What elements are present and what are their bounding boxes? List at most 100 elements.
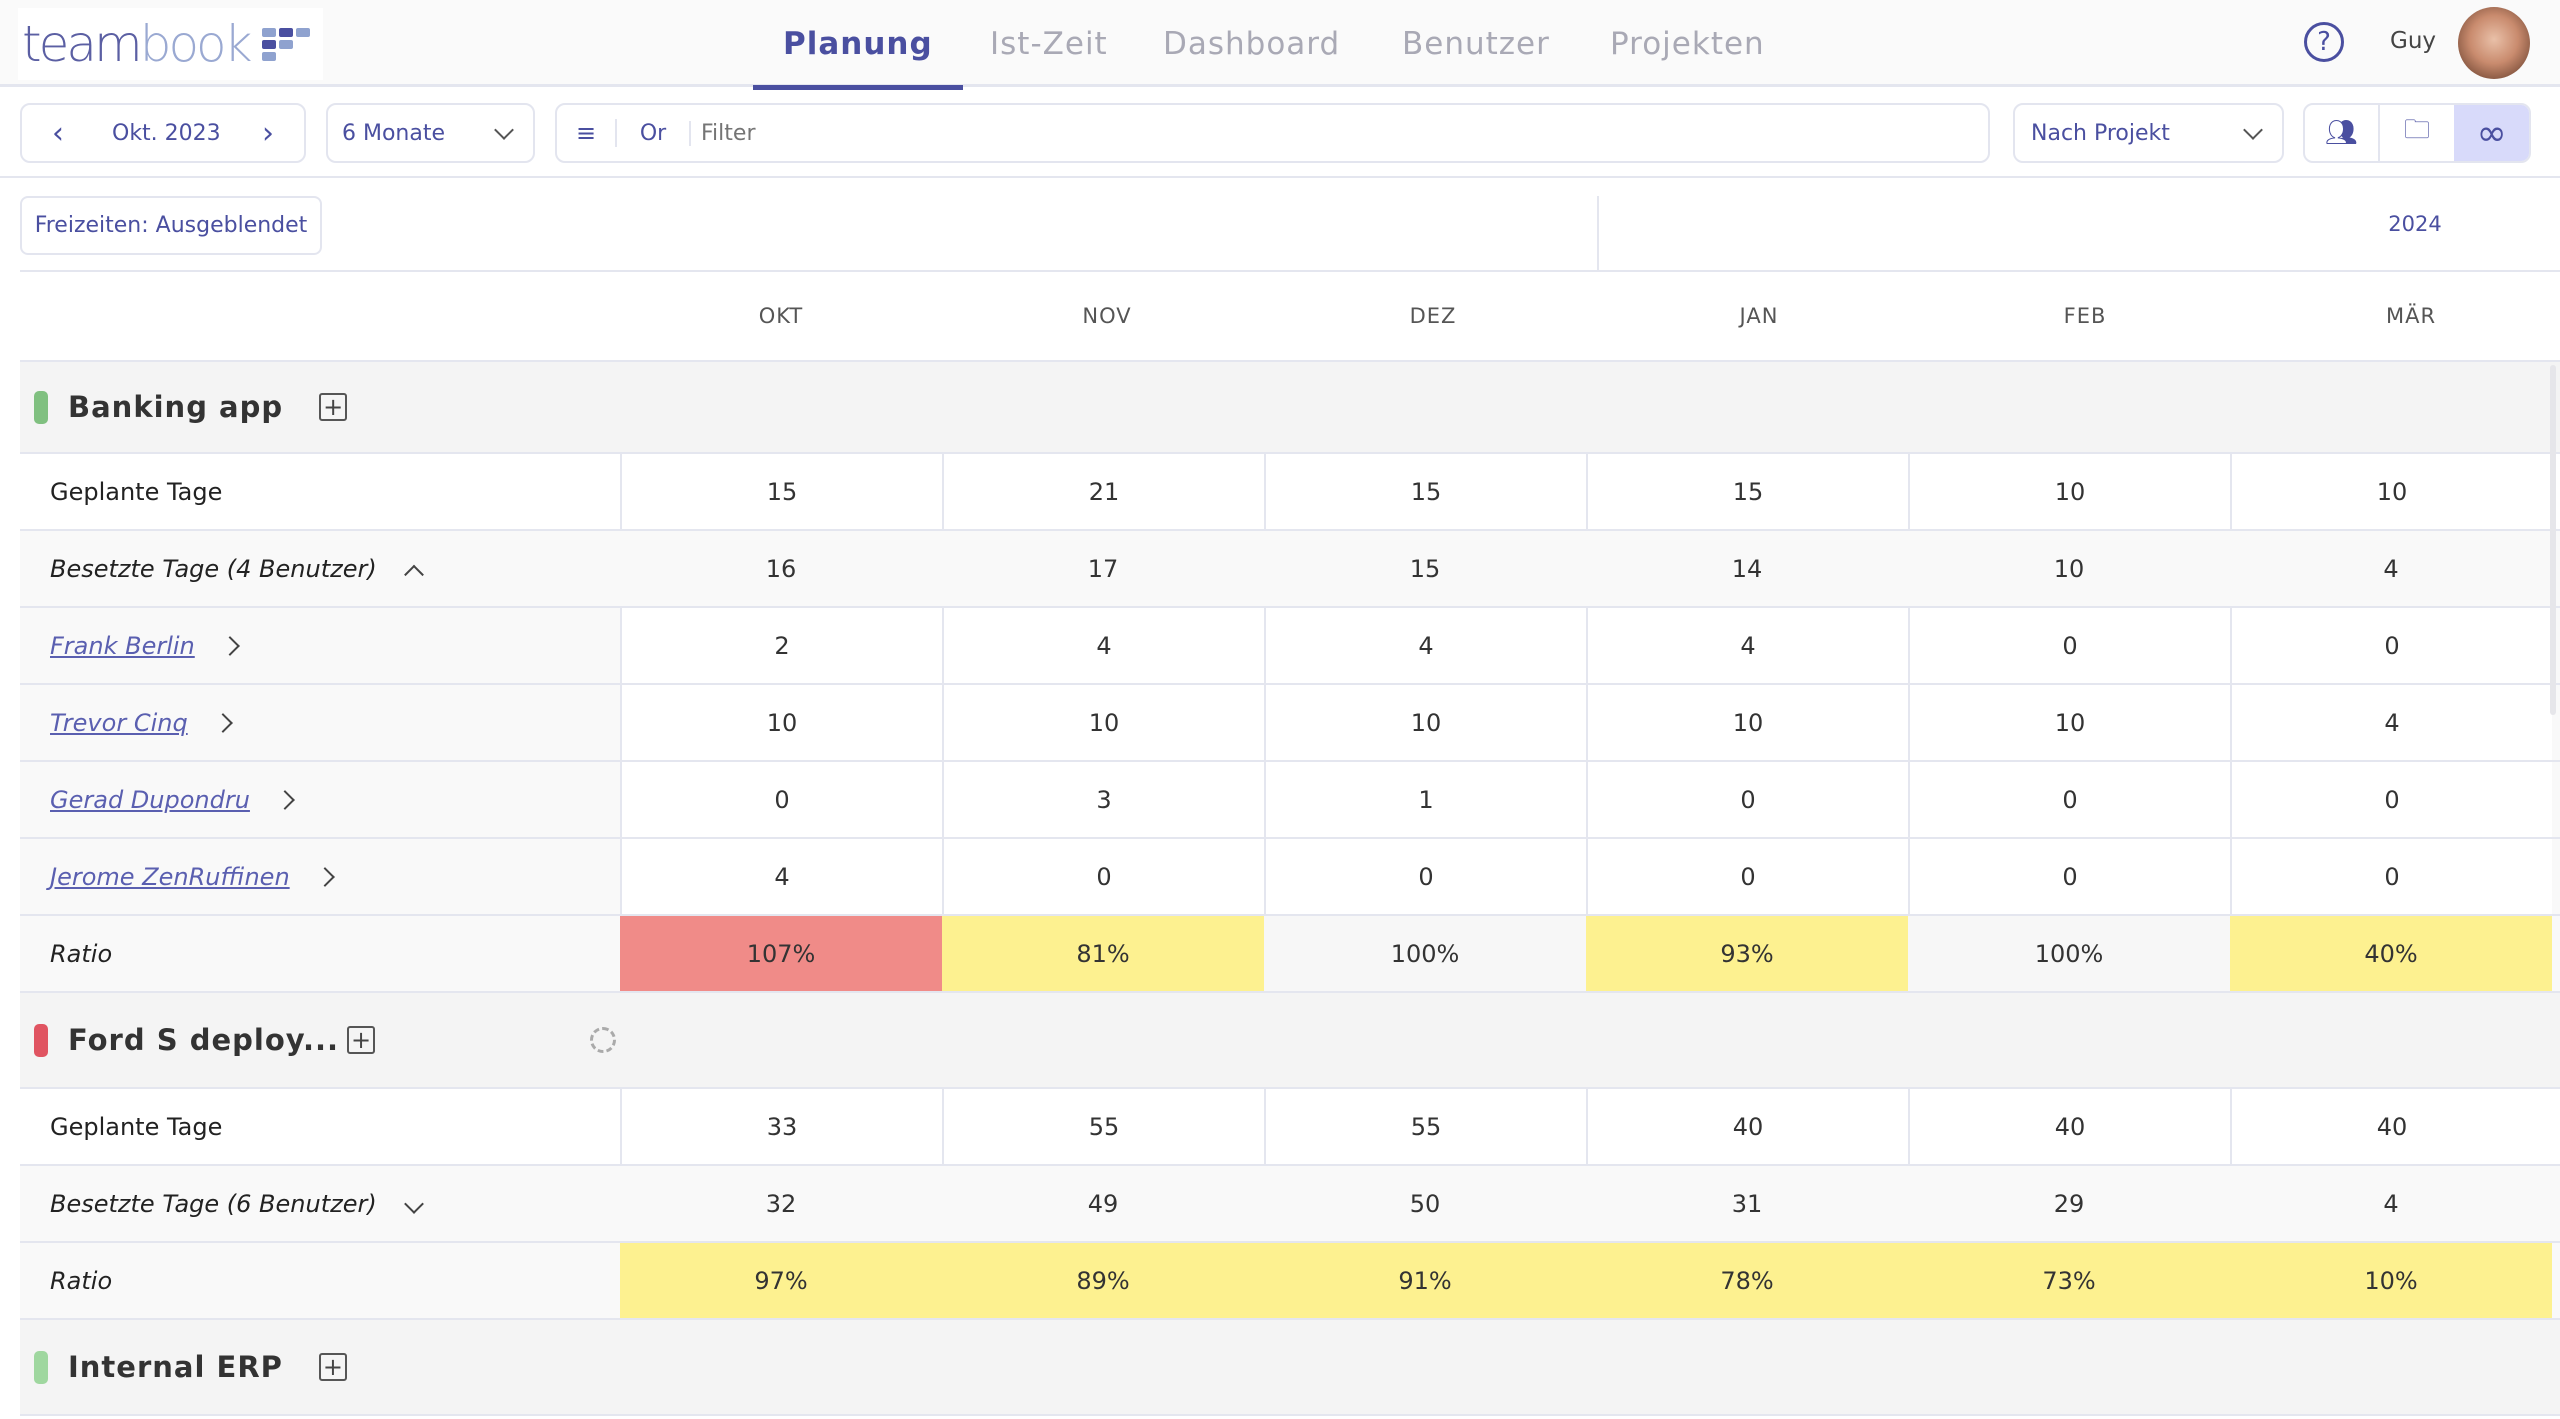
project-title: Internal ERP + [20, 1320, 620, 1414]
value-cell: 32 [765, 1189, 797, 1218]
value-cell[interactable]: 15 [1264, 454, 1586, 529]
chevron-down-icon [494, 120, 514, 140]
tab-projekten[interactable]: Projekten [1610, 25, 1765, 62]
value-cell[interactable]: 4 [1586, 608, 1908, 683]
value-cell[interactable]: 21 [942, 454, 1264, 529]
user-row: Trevor Cinq 10 10 10 10 10 4 [20, 685, 2560, 762]
filter-input[interactable] [691, 120, 1971, 146]
value-cell[interactable]: 0 [1908, 608, 2230, 683]
ratio-cell: 97% [620, 1243, 942, 1318]
divider [0, 176, 2560, 178]
value-cell[interactable]: 40 [1908, 1089, 2230, 1164]
value-cell[interactable]: 0 [2230, 608, 2552, 683]
project-name[interactable]: Ford S deploy... [68, 1023, 340, 1057]
infinity-icon[interactable]: ∞ [2454, 105, 2529, 161]
user-label: Jerome ZenRuffinen [20, 839, 620, 914]
value-cell[interactable]: 10 [1908, 685, 2230, 760]
value-cell[interactable]: 0 [620, 762, 942, 837]
filter-mode-toggle[interactable]: Or [617, 120, 691, 146]
loading-spinner-icon [590, 1027, 616, 1053]
project-title: Ford S deploy... + [20, 993, 620, 1087]
value-cell[interactable]: 10 [1586, 685, 1908, 760]
project-color-bar [34, 1350, 48, 1384]
value-cell[interactable]: 15 [620, 454, 942, 529]
tab-planung[interactable]: Planung [753, 0, 963, 90]
value-cell[interactable]: 40 [2230, 1089, 2552, 1164]
ratio-cell: 40% [2230, 916, 2552, 991]
occupied-days-row: Besetzte Tage (4 Benutzer) 16 17 15 14 10 4 [20, 531, 2560, 608]
ratio-cell: 78% [1586, 1243, 1908, 1318]
value-cell[interactable]: 10 [2230, 454, 2552, 529]
value-cell[interactable]: 10 [942, 685, 1264, 760]
ratio-row: Ratio 107% 81% 100% 93% 100% 40% [20, 916, 2560, 993]
chevron-right-icon[interactable] [219, 635, 240, 656]
value-cell[interactable]: 0 [1908, 839, 2230, 914]
project-name[interactable]: Banking app [68, 390, 284, 424]
user-link[interactable]: Jerome ZenRuffinen [50, 862, 290, 891]
value-cell[interactable]: 0 [2230, 839, 2552, 914]
chevron-up-icon[interactable] [403, 564, 424, 585]
range-select[interactable]: 6 Monate [326, 103, 535, 163]
tab-benutzer[interactable]: Benutzer [1402, 25, 1550, 62]
value-cell[interactable]: 0 [1908, 762, 2230, 837]
value-cell[interactable]: 33 [620, 1089, 942, 1164]
avatar[interactable] [2458, 7, 2530, 79]
value-cell[interactable]: 0 [942, 839, 1264, 914]
project-group-header: Internal ERP + [20, 1320, 2560, 1416]
value-cell[interactable]: 40 [1586, 1089, 1908, 1164]
freizeiten-toggle-button[interactable]: Freizeiten: Ausgeblendet [20, 196, 322, 255]
value-cell[interactable]: 0 [2230, 762, 2552, 837]
users-icon[interactable]: 👥︎ [2305, 105, 2380, 161]
filter-icon[interactable]: ≡ [557, 119, 617, 147]
help-icon[interactable]: ? [2304, 22, 2344, 62]
value-cell[interactable]: 3 [942, 762, 1264, 837]
value-cell: 29 [2053, 1189, 2085, 1218]
user-row: Frank Berlin 2 4 4 4 0 0 [20, 608, 2560, 685]
value-cell[interactable]: 2 [620, 608, 942, 683]
project-name[interactable]: Internal ERP [68, 1350, 283, 1384]
tab-dashboard[interactable]: Dashboard [1163, 25, 1341, 62]
chevron-right-icon[interactable] [314, 866, 335, 887]
user-link[interactable]: Trevor Cinq [50, 708, 188, 737]
value-cell[interactable]: 4 [2230, 685, 2552, 760]
add-plus-icon[interactable]: + [347, 1026, 376, 1054]
value-cell[interactable]: 55 [1264, 1089, 1586, 1164]
tab-ist-zeit[interactable]: Ist-Zeit [990, 25, 1108, 62]
month-header: NOV [1082, 304, 1132, 328]
teambook-logo[interactable]: team book [18, 8, 323, 80]
top-header: team book Planung Ist-Zeit Dashboard Benutze… [0, 0, 2560, 90]
value-cell: 4 [2383, 554, 2399, 583]
user-link[interactable]: Frank Berlin [50, 631, 195, 660]
value-cell[interactable]: 0 [1264, 839, 1586, 914]
value-cell: 31 [1731, 1189, 1763, 1218]
prev-month-button[interactable]: ‹ [52, 115, 64, 151]
value-cell[interactable]: 0 [1586, 839, 1908, 914]
value-cell[interactable]: 4 [620, 839, 942, 914]
filter-bar: ≡ Or [555, 103, 1990, 163]
value-cell[interactable]: 10 [1908, 454, 2230, 529]
chevron-down-icon[interactable] [403, 1193, 424, 1214]
ratio-cell: 107% [620, 916, 942, 991]
value-cell[interactable]: 10 [620, 685, 942, 760]
chevron-right-icon[interactable] [275, 789, 295, 810]
add-plus-icon[interactable]: + [319, 393, 348, 421]
value-cell[interactable]: 10 [1264, 685, 1586, 760]
value-cell[interactable]: 0 [1586, 762, 1908, 837]
chevron-down-icon [2243, 120, 2263, 140]
user-name[interactable]: Guy [2390, 28, 2437, 54]
add-plus-icon[interactable]: + [318, 1353, 347, 1381]
value-cell[interactable]: 1 [1264, 762, 1586, 837]
row-label: Besetzte Tage (4 Benutzer) [20, 531, 620, 606]
value-cell[interactable]: 15 [1586, 454, 1908, 529]
chevron-right-icon[interactable] [212, 712, 233, 733]
group-by-select[interactable]: Nach Projekt [2013, 103, 2284, 163]
value-cell[interactable]: 55 [942, 1089, 1264, 1164]
user-link[interactable]: Gerad Dupondru [50, 785, 250, 814]
next-month-button[interactable]: › [262, 115, 274, 151]
view-switcher: 👥︎ 🗀 ∞ [2303, 103, 2531, 163]
value-cell[interactable]: 4 [1264, 608, 1586, 683]
scrollbar[interactable] [2550, 365, 2556, 715]
value-cell[interactable]: 4 [942, 608, 1264, 683]
folders-icon[interactable]: 🗀 [2404, 115, 2431, 145]
project-color-bar [34, 1023, 48, 1057]
